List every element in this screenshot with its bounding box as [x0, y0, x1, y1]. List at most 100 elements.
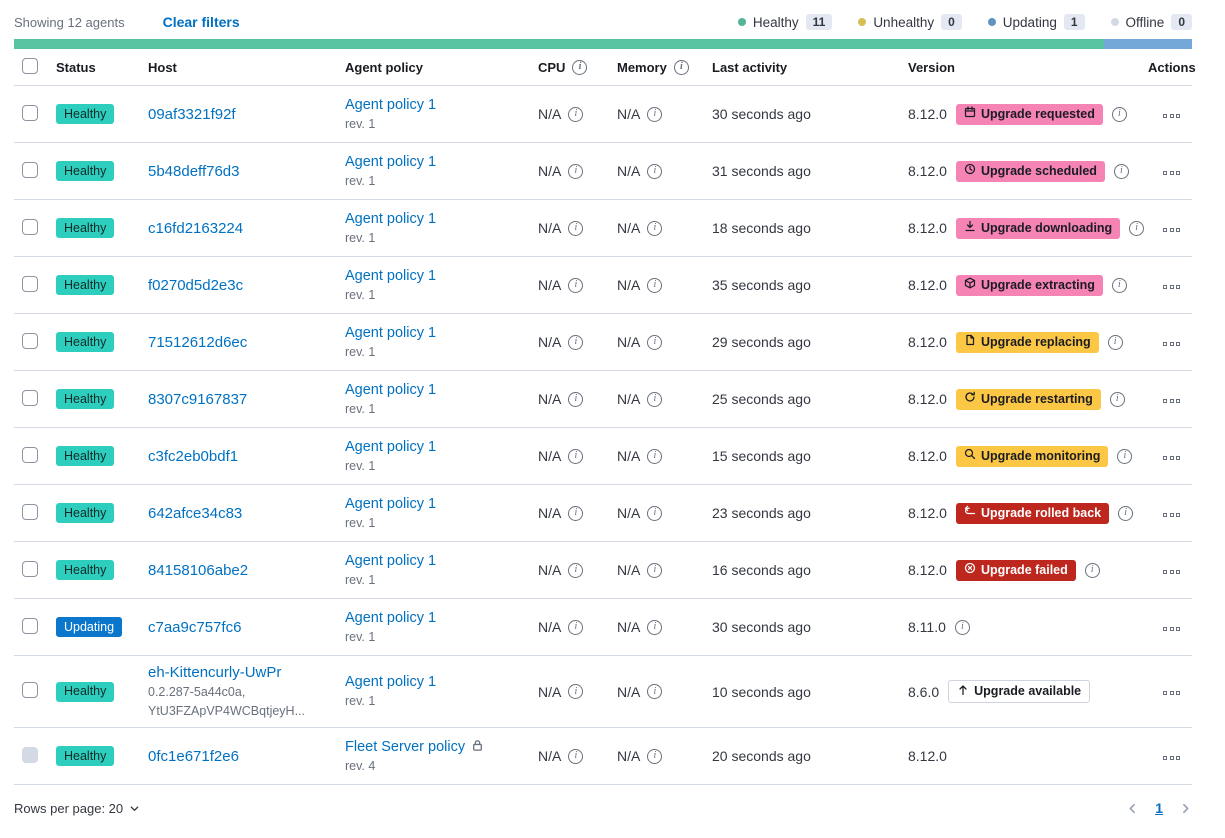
- agent-policy-link[interactable]: Fleet Server policy: [345, 738, 466, 755]
- agent-policy-link[interactable]: Agent policy 1: [345, 609, 437, 626]
- info-icon[interactable]: i: [647, 334, 663, 350]
- host-link[interactable]: 0fc1e671f2e6: [148, 747, 239, 765]
- info-icon[interactable]: i: [568, 748, 584, 764]
- host-link[interactable]: eh-Kittencurly-UwPr: [148, 664, 282, 681]
- info-icon[interactable]: i: [568, 391, 584, 407]
- row-actions-button[interactable]: [1159, 336, 1184, 352]
- host-link[interactable]: f0270d5d2e3c: [148, 276, 244, 294]
- status-badge: Healthy: [56, 681, 115, 702]
- row-actions-button[interactable]: [1159, 564, 1184, 580]
- row-actions-button[interactable]: [1159, 108, 1184, 124]
- info-icon[interactable]: i: [647, 619, 663, 635]
- host-link[interactable]: 5b48deff76d3: [148, 162, 240, 180]
- info-icon[interactable]: i: [568, 277, 584, 293]
- info-icon[interactable]: i: [1118, 505, 1134, 521]
- info-icon[interactable]: i: [1117, 448, 1133, 464]
- info-icon[interactable]: i: [1107, 334, 1123, 350]
- row-checkbox: [22, 746, 38, 763]
- row-checkbox[interactable]: [22, 218, 38, 235]
- info-icon[interactable]: i: [568, 220, 584, 236]
- agent-policy-link[interactable]: Agent policy 1: [345, 96, 437, 113]
- row-actions-button[interactable]: [1159, 621, 1184, 637]
- info-icon[interactable]: i: [1111, 277, 1127, 293]
- host-link[interactable]: 09af3321f92f: [148, 105, 236, 123]
- info-icon[interactable]: i: [954, 619, 970, 635]
- row-actions-button[interactable]: [1159, 750, 1184, 766]
- row-actions-button[interactable]: [1159, 279, 1184, 295]
- last-activity: 25 seconds ago: [712, 391, 811, 407]
- host-link[interactable]: c16fd2163224: [148, 219, 244, 237]
- row-checkbox[interactable]: [22, 275, 38, 292]
- row-checkbox[interactable]: [22, 161, 38, 178]
- info-icon[interactable]: i: [647, 163, 663, 179]
- host-link[interactable]: c3fc2eb0bdf1: [148, 447, 239, 465]
- host-link[interactable]: 8307c9167837: [148, 390, 248, 408]
- agent-policy-link[interactable]: Agent policy 1: [345, 324, 437, 341]
- previous-page-button[interactable]: [1126, 802, 1139, 815]
- row-actions-button[interactable]: [1159, 685, 1184, 701]
- host-link[interactable]: 84158106abe2: [148, 561, 249, 579]
- agent-policy-link[interactable]: Agent policy 1: [345, 381, 437, 398]
- next-page-button[interactable]: [1179, 802, 1192, 815]
- info-icon[interactable]: i: [647, 220, 663, 236]
- row-checkbox[interactable]: [22, 682, 38, 698]
- info-icon[interactable]: i: [568, 505, 584, 521]
- row-checkbox[interactable]: [22, 560, 38, 577]
- info-icon[interactable]: i: [647, 748, 663, 764]
- host-link[interactable]: 642afce34c83: [148, 504, 243, 522]
- row-actions-button[interactable]: [1159, 165, 1184, 181]
- info-icon[interactable]: i: [647, 106, 663, 122]
- row-checkbox[interactable]: [22, 446, 38, 463]
- cpu-value: N/A: [538, 562, 562, 578]
- info-icon[interactable]: i: [568, 334, 584, 350]
- agent-policy-link[interactable]: Agent policy 1: [345, 438, 437, 455]
- info-icon[interactable]: i: [647, 391, 663, 407]
- agent-policy-link[interactable]: Agent policy 1: [345, 495, 437, 512]
- agent-policy-link[interactable]: Agent policy 1: [345, 267, 437, 284]
- table-header-row: Status Host Agent policy CPU i Memory i La…: [14, 49, 1196, 86]
- info-icon[interactable]: i: [647, 505, 663, 521]
- agent-policy-link[interactable]: Agent policy 1: [345, 674, 437, 690]
- row-checkbox[interactable]: [22, 389, 38, 406]
- info-icon[interactable]: i: [1129, 220, 1145, 236]
- info-icon[interactable]: i: [568, 619, 584, 635]
- info-icon[interactable]: i: [673, 59, 689, 75]
- info-icon[interactable]: i: [1113, 163, 1129, 179]
- clear-filters-link[interactable]: Clear filters: [162, 14, 240, 30]
- row-actions-button[interactable]: [1159, 507, 1184, 523]
- info-icon[interactable]: i: [1084, 562, 1100, 578]
- agent-version: 8.12.0: [908, 334, 947, 350]
- info-icon[interactable]: i: [568, 448, 584, 464]
- row-checkbox[interactable]: [22, 332, 38, 349]
- row-checkbox[interactable]: [22, 617, 38, 634]
- status-badge: Healthy: [56, 389, 115, 409]
- page-1-button[interactable]: 1: [1149, 798, 1169, 818]
- agent-policy-link[interactable]: Agent policy 1: [345, 210, 437, 227]
- info-icon[interactable]: i: [647, 684, 663, 699]
- refresh-icon: [965, 391, 975, 402]
- info-icon[interactable]: i: [568, 562, 584, 578]
- row-actions-button[interactable]: [1159, 393, 1184, 409]
- info-icon[interactable]: i: [647, 277, 663, 293]
- agent-policy-link[interactable]: Agent policy 1: [345, 552, 437, 569]
- row-actions-button[interactable]: [1159, 450, 1184, 466]
- host-link[interactable]: 71512612d6ec: [148, 333, 248, 351]
- info-icon[interactable]: i: [568, 106, 584, 122]
- cpu-value: N/A: [538, 619, 562, 635]
- status-dot-icon: [987, 18, 996, 26]
- info-icon[interactable]: i: [568, 163, 584, 179]
- select-all-checkbox[interactable]: [22, 57, 38, 74]
- info-icon[interactable]: i: [572, 59, 588, 75]
- row-checkbox[interactable]: [22, 503, 38, 520]
- info-icon[interactable]: i: [647, 562, 663, 578]
- row-checkbox[interactable]: [22, 104, 38, 121]
- rows-per-page-button[interactable]: Rows per page: 20: [14, 801, 140, 816]
- info-icon[interactable]: i: [568, 684, 584, 699]
- status-bar-segment-healthy: [14, 39, 1104, 49]
- info-icon[interactable]: i: [1111, 106, 1127, 122]
- host-link[interactable]: c7aa9c757fc6: [148, 618, 242, 636]
- info-icon[interactable]: i: [1109, 391, 1125, 407]
- agent-policy-link[interactable]: Agent policy 1: [345, 153, 437, 170]
- info-icon[interactable]: i: [647, 448, 663, 464]
- row-actions-button[interactable]: [1159, 222, 1184, 238]
